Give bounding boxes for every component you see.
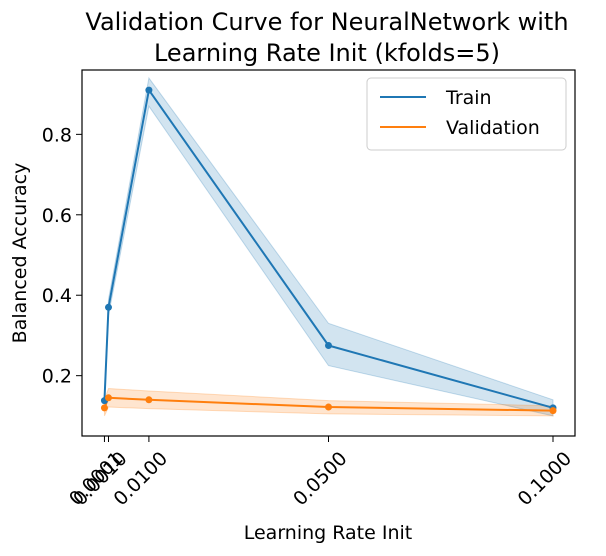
series-points [100,86,557,415]
x-tick-label: 0.0500 [289,448,352,511]
train-point [145,86,153,94]
validation-point [325,403,332,411]
chart-legend: Train Validation [366,77,567,151]
x-axis-label: Learning Rate Init [244,522,413,544]
y-tick-label: 0.4 [42,285,72,307]
chart-title-line-1: Validation Curve for NeuralNetwork with [85,8,568,36]
y-axis-ticks: 0.2 0.4 0.6 0.8 [42,124,82,388]
y-axis-label: Balanced Accuracy [9,163,31,344]
chart-title-line-2: Learning Rate Init (kfolds=5) [154,39,500,67]
validation-point [104,394,112,402]
legend-label-validation: Validation [446,117,540,139]
y-tick-label: 0.8 [42,124,72,146]
train-point [325,342,332,350]
x-tick-label: 0.1000 [514,448,577,511]
y-tick-label: 0.6 [42,205,72,227]
validation-point [100,404,108,412]
validation-point [549,407,557,415]
validation-point [145,396,153,404]
y-tick-label: 0.2 [42,366,72,388]
legend-label-train: Train [445,87,492,109]
train-point [104,303,112,311]
